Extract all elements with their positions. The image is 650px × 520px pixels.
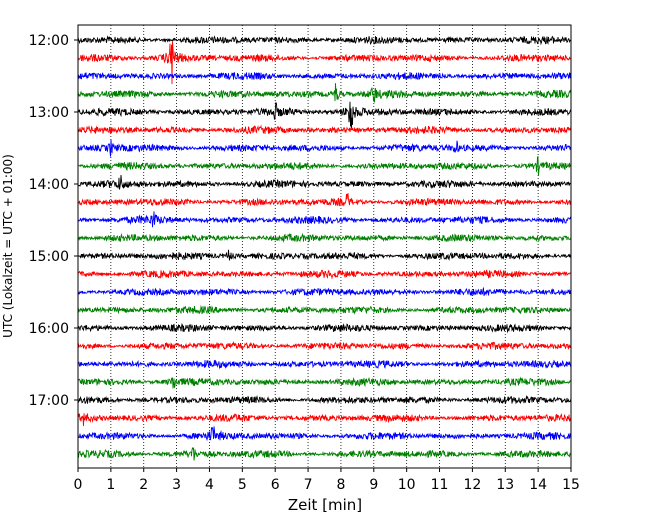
x-tick-label: 2 xyxy=(139,477,148,493)
seismic-trace xyxy=(77,41,572,85)
x-tick-label: 0 xyxy=(74,477,83,493)
x-tick-label: 8 xyxy=(336,477,345,493)
seismic-trace xyxy=(77,304,572,315)
x-tick-label: 6 xyxy=(271,477,280,493)
x-tick-label: 3 xyxy=(172,477,181,493)
seismic-trace xyxy=(77,35,572,46)
seismic-trace xyxy=(77,447,572,461)
x-tick-label: 5 xyxy=(238,477,247,493)
seismic-trace xyxy=(77,323,572,334)
y-tick-label: 12:00 xyxy=(29,33,69,49)
seismic-trace xyxy=(77,83,572,103)
x-tick-label: 13 xyxy=(496,477,514,493)
grid-lines xyxy=(110,25,539,468)
x-axis-ticks: 0 1 2 3 4 5 6 7 8 9 10 11 12 13 14 15 xyxy=(74,468,580,493)
x-tick-label: 4 xyxy=(205,477,214,493)
seismic-trace xyxy=(77,286,572,297)
x-tick-label: 15 xyxy=(562,477,580,493)
seismic-trace xyxy=(77,426,572,442)
y-tick-label: 15:00 xyxy=(29,249,69,265)
x-tick-label: 14 xyxy=(529,477,547,493)
seismic-trace xyxy=(77,359,572,370)
y-axis-label: UTC (Lokalzeit = UTC + 01:00) xyxy=(1,154,15,338)
seismic-trace xyxy=(77,193,572,207)
x-tick-label: 12 xyxy=(463,477,481,493)
y-tick-label: 13:00 xyxy=(29,105,69,121)
seismic-trace xyxy=(77,124,572,135)
seismic-trace xyxy=(77,139,572,157)
seismic-trace xyxy=(77,394,572,405)
seismic-trace xyxy=(77,269,572,280)
x-tick-label: 7 xyxy=(304,477,313,493)
y-tick-label: 14:00 xyxy=(29,177,69,193)
plot-frame xyxy=(77,24,572,469)
x-tick-label: 11 xyxy=(431,477,449,493)
y-tick-label: 16:00 xyxy=(29,321,69,337)
seismic-trace xyxy=(77,376,572,389)
seismic-traces xyxy=(77,35,572,461)
seismic-trace xyxy=(77,211,572,228)
seismic-trace xyxy=(77,71,572,81)
y-tick-label: 17:00 xyxy=(29,393,69,409)
seismic-trace xyxy=(77,340,572,351)
y-axis-ticks: 12:00 13:00 14:00 15:00 16:00 17:00 xyxy=(29,33,78,409)
seismic-trace xyxy=(77,413,572,427)
x-tick-label: 9 xyxy=(369,477,378,493)
seismic-trace xyxy=(77,156,572,176)
seismic-trace xyxy=(77,249,572,261)
x-tick-label: 1 xyxy=(106,477,115,493)
seismic-trace xyxy=(77,101,572,129)
seismic-trace xyxy=(77,232,572,243)
x-axis-label: Zeit [min] xyxy=(288,496,362,514)
seismic-trace xyxy=(77,174,572,190)
x-tick-label: 10 xyxy=(398,477,416,493)
